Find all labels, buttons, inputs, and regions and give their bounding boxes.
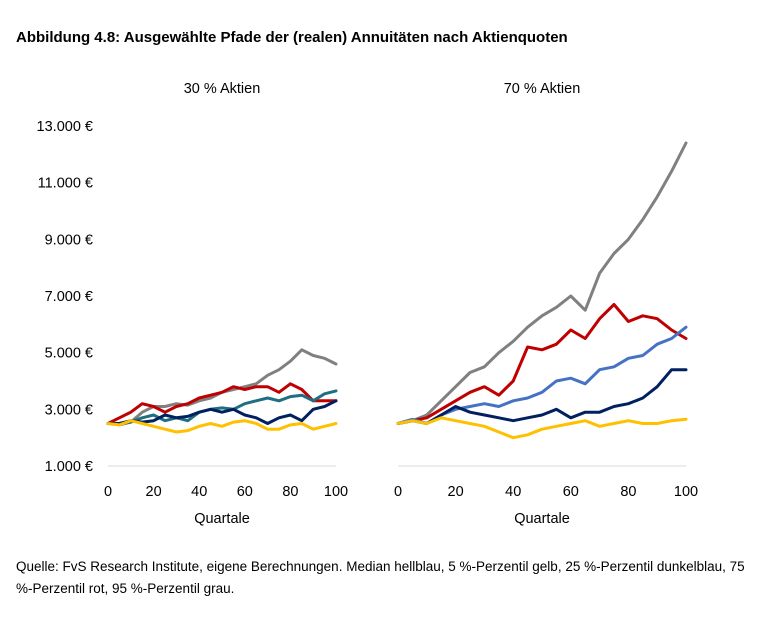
x-tick-label: 0 xyxy=(104,484,112,500)
y-tick-label: 5.000 € xyxy=(45,346,93,362)
x-axis-label: Quartale xyxy=(514,511,570,527)
x-tick-label: 40 xyxy=(191,484,207,500)
x-tick-label: 60 xyxy=(237,484,253,500)
x-tick-label: 20 xyxy=(448,484,464,500)
series-line-p5 xyxy=(106,419,338,434)
x-axis-label: Quartale xyxy=(194,511,250,527)
figure-title: Abbildung 4.8: Ausgewählte Pfade der (re… xyxy=(16,29,568,46)
series-line-p5 xyxy=(396,416,688,440)
x-tick-label: 100 xyxy=(324,484,348,500)
y-tick-label: 3.000 € xyxy=(45,402,93,418)
x-tick-label: 100 xyxy=(674,484,698,500)
panel-subtitle: 70 % Aktien xyxy=(504,81,581,97)
series-line-p95 xyxy=(396,141,688,425)
x-tick-label: 60 xyxy=(563,484,579,500)
series-line-p75 xyxy=(106,382,338,425)
x-tick-label: 20 xyxy=(146,484,162,500)
x-tick-label: 80 xyxy=(282,484,298,500)
y-tick-label: 9.000 € xyxy=(45,232,93,248)
source-note: Quelle: FvS Research Institute, eigene B… xyxy=(16,559,745,596)
y-tick-label: 11.000 € xyxy=(38,176,93,192)
series-line-p25 xyxy=(396,368,688,425)
y-tick-label: 13.000 € xyxy=(37,119,93,135)
panel-subtitle: 30 % Aktien xyxy=(184,81,261,97)
series-line-p75 xyxy=(396,303,688,425)
x-tick-label: 0 xyxy=(394,484,402,500)
x-tick-label: 80 xyxy=(620,484,636,500)
y-axis-tick-labels: 13.000 € 11.000 € 9.000 € 7.000 € 5.000 € 3.0… xyxy=(37,119,93,475)
series-line-p25 xyxy=(106,399,338,425)
x-tick-label: 40 xyxy=(505,484,521,500)
series-line-teal xyxy=(106,389,338,425)
panel-30-aktien: 30 % Aktien 0 20 40 60 80 100 Quartale xyxy=(104,81,348,527)
y-tick-label: 1.000 € xyxy=(45,459,93,475)
panel-70-aktien: 70 % Aktien 0 20 40 60 80 100 Quartale xyxy=(394,81,698,527)
y-tick-label: 7.000 € xyxy=(45,289,93,305)
